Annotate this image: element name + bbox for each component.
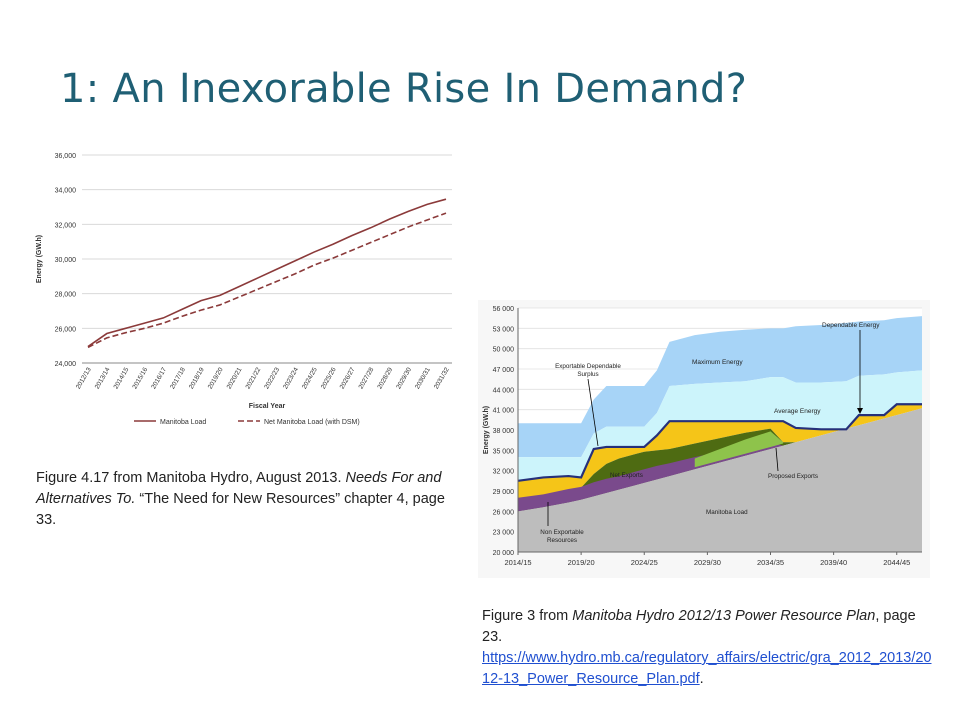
x-tick-label: 2034/35 bbox=[757, 558, 784, 567]
x-tick-label: 2020/21 bbox=[226, 366, 244, 390]
x-tick-label: 2026/27 bbox=[339, 366, 357, 390]
annotation-average-energy: Average Energy bbox=[774, 408, 821, 415]
annotation-non-exportable-line2: Resources bbox=[547, 537, 577, 544]
x-tick-label: 2013/14 bbox=[94, 366, 112, 390]
x-tick-label: 2018/19 bbox=[188, 366, 206, 390]
manitoba-load-line-chart: 24,000 26,000 28,000 30,000 32,000 34,000 36,0… bbox=[36, 153, 452, 426]
caption2-suffix: , page 23. bbox=[482, 608, 916, 645]
annotation-non-exportable-line1: Non Exportable bbox=[540, 529, 584, 536]
caption1-italic: Needs For and Alternatives To. bbox=[36, 470, 442, 507]
x-tick-label: 2039/40 bbox=[820, 558, 847, 567]
annotation-exportable-line2: Surplus bbox=[577, 371, 598, 378]
y-tick-label: 26 000 bbox=[493, 509, 515, 516]
y-tick-label: 32,000 bbox=[55, 222, 77, 229]
x-tick-label: 2019/20 bbox=[207, 366, 225, 390]
manitoba-load-area bbox=[518, 408, 922, 552]
x-tick-label: 2021/22 bbox=[244, 366, 262, 390]
x-tick-label: 2016/17 bbox=[150, 366, 168, 390]
x-tick-label: 2044/45 bbox=[883, 558, 910, 567]
caption2-italic: Manitoba Hydro 2012/13 Power Resource Pl… bbox=[572, 608, 876, 624]
y-axis-label: Energy (GW.h) bbox=[36, 235, 43, 283]
x-tick-label: 2025/26 bbox=[320, 366, 338, 390]
y-tick-label: 29 000 bbox=[493, 489, 515, 496]
average-energy-area bbox=[518, 370, 922, 481]
x-tick-label: 2015/16 bbox=[131, 366, 149, 390]
x-tick-label: 2019/20 bbox=[568, 558, 595, 567]
x-tick-label: 2024/25 bbox=[631, 558, 658, 567]
x-tick-label: 2031/32 bbox=[433, 366, 451, 390]
y-tick-label: 32 000 bbox=[493, 469, 515, 476]
figure-4-17-caption: Figure 4.17 from Manitoba Hydro, August … bbox=[36, 468, 466, 531]
annotation-proposed-exports: Proposed Exports bbox=[768, 473, 818, 480]
caption2-end: . bbox=[699, 671, 704, 687]
y-tick-label: 38 000 bbox=[493, 428, 515, 435]
legend-label-net-load: Net Manitoba Load (with DSM) bbox=[264, 419, 360, 426]
x-tick-label: 2014/15 bbox=[504, 558, 531, 567]
x-axis-label: Fiscal Year bbox=[249, 403, 286, 410]
y-tick-label: 41 000 bbox=[493, 408, 515, 415]
annotation-net-exports: Net Exports bbox=[610, 472, 643, 479]
x-tick-label: 2029/30 bbox=[395, 366, 413, 390]
annotation-arrow-exportable bbox=[587, 378, 599, 447]
caption1-suffix: “The Need for New Resources” chapter 4, … bbox=[36, 491, 445, 528]
power-resource-plan-link[interactable]: https://www.hydro.mb.ca/regulatory_affai… bbox=[482, 650, 932, 687]
legend-label-manitoba-load: Manitoba Load bbox=[160, 419, 206, 426]
y-tick-label: 30,000 bbox=[55, 257, 77, 264]
x-tick-label: 2014/15 bbox=[113, 366, 131, 390]
y-tick-label: 47 000 bbox=[493, 367, 515, 374]
x-tick-label: 2022/23 bbox=[263, 366, 281, 390]
x-tick-label: 2017/18 bbox=[169, 366, 187, 390]
y-tick-label: 50 000 bbox=[493, 347, 515, 354]
x-tick-label: 2012/13 bbox=[75, 366, 93, 390]
annotation-manitoba-load: Manitoba Load bbox=[706, 509, 748, 516]
y-tick-label: 28,000 bbox=[55, 292, 77, 299]
y-tick-label: 35 000 bbox=[493, 448, 515, 455]
y-axis-label: Energy (GW.h) bbox=[483, 406, 490, 454]
power-resource-area-chart: 20 000 23 000 26 000 29 000 32 000 35 000 38 0… bbox=[478, 300, 930, 578]
caption1-prefix: Figure 4.17 from Manitoba Hydro, August … bbox=[36, 470, 346, 486]
y-tick-label: 23 000 bbox=[493, 530, 515, 537]
x-tick-label: 2029/30 bbox=[694, 558, 721, 567]
x-tick-label: 2030/31 bbox=[414, 366, 432, 390]
maximum-energy-area bbox=[518, 316, 922, 458]
x-tick-label: 2024/25 bbox=[301, 366, 319, 390]
annotation-arrow-proposed bbox=[775, 447, 779, 472]
net-load-dsm-line bbox=[87, 212, 447, 349]
x-tick-label: 2028/29 bbox=[376, 366, 394, 390]
x-tick-label: 2023/24 bbox=[282, 366, 300, 390]
y-tick-label: 53 000 bbox=[493, 326, 515, 333]
y-tick-label: 36,000 bbox=[55, 153, 77, 160]
y-tick-label: 26,000 bbox=[55, 326, 77, 333]
proposed-exports-area bbox=[694, 431, 784, 468]
y-tick-label: 56 000 bbox=[493, 306, 515, 313]
dependable-energy-line bbox=[517, 403, 922, 482]
annotation-dependable-energy: Dependable Energy bbox=[822, 322, 880, 329]
y-tick-label: 20 000 bbox=[493, 550, 515, 557]
annotation-exportable-line1: Exportable Dependable bbox=[555, 363, 621, 370]
x-tick-label: 2027/28 bbox=[358, 366, 376, 390]
annotation-arrowhead-dependable bbox=[857, 408, 863, 414]
annotation-maximum-energy: Maximum Energy bbox=[692, 359, 743, 366]
y-tick-label: 24,000 bbox=[55, 361, 77, 368]
slide-title: 1: An Inexorable Rise In Demand? bbox=[60, 66, 748, 112]
y-tick-label: 34,000 bbox=[55, 188, 77, 195]
caption2-prefix: Figure 3 from bbox=[482, 608, 573, 624]
manitoba-load-line bbox=[87, 198, 447, 348]
figure-3-caption: Figure 3 from Manitoba Hydro 2012/13 Pow… bbox=[482, 606, 932, 690]
y-tick-label: 44 000 bbox=[493, 387, 515, 394]
